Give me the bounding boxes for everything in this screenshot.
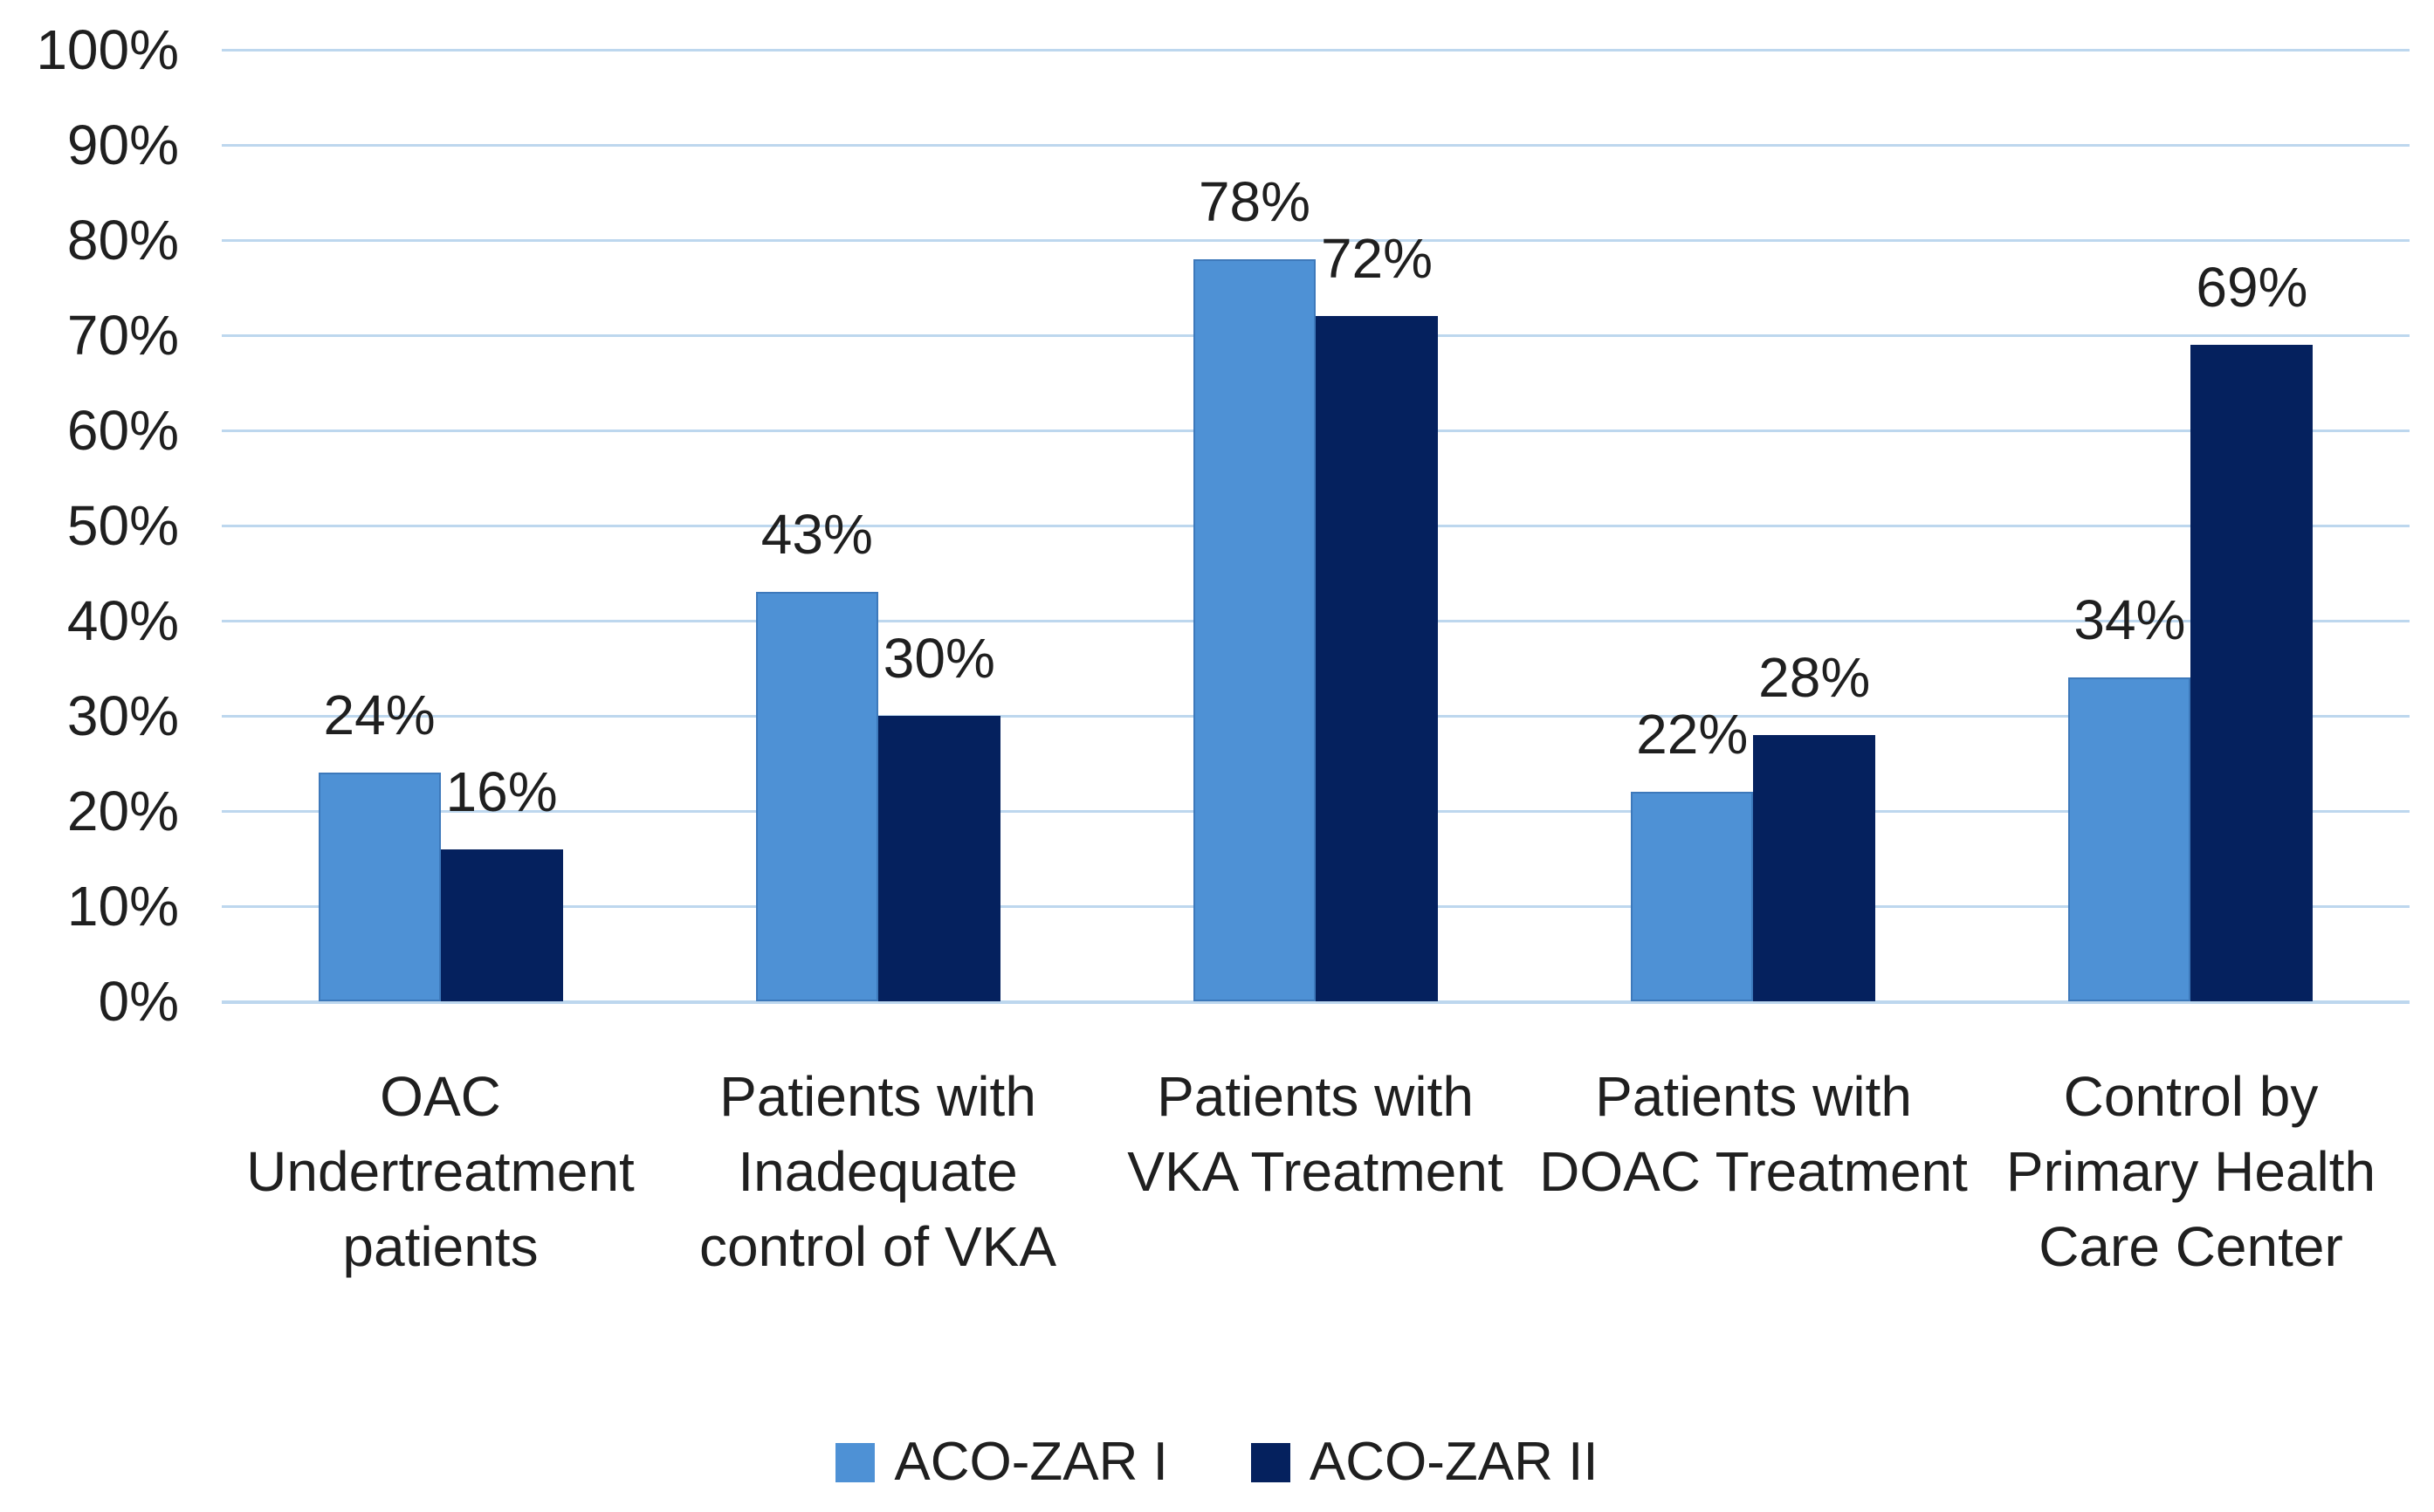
legend-swatch-aco-zar-i bbox=[835, 1442, 876, 1482]
bar-aco-zar-i-cat4 bbox=[2068, 677, 2191, 1001]
bar-aco-zar-i-cat2 bbox=[1193, 258, 1316, 1001]
y-tick-50: 50% bbox=[66, 494, 179, 557]
bar-aco-zar-ii-cat2 bbox=[1316, 316, 1438, 1001]
y-tick-20: 20% bbox=[66, 780, 179, 842]
legend-label-aco-zar-ii: ACO-ZAR II bbox=[1309, 1432, 1599, 1492]
category-label-primary-health-care: Control by Primary Health Care Center bbox=[2005, 1065, 2376, 1278]
x-axis-line bbox=[222, 1000, 2410, 1004]
y-tick-30: 30% bbox=[66, 684, 179, 747]
value-label-aco-zar-ii-cat4: 69% bbox=[2196, 255, 2308, 319]
gridline bbox=[222, 144, 2410, 147]
bar-aco-zar-ii-cat4 bbox=[2190, 344, 2314, 1001]
value-label-aco-zar-i-cat1: 43% bbox=[760, 503, 873, 567]
category-label-inadequate-vka-control: Patients with Inadequate control of VKA bbox=[698, 1065, 1057, 1278]
bar-aco-zar-ii-cat1 bbox=[877, 716, 1000, 1001]
bar-aco-zar-i-cat1 bbox=[755, 592, 878, 1001]
legend-label-aco-zar-i: ACO-ZAR I bbox=[894, 1432, 1168, 1492]
gridline bbox=[222, 49, 2410, 52]
y-tick-60: 60% bbox=[66, 399, 179, 462]
value-label-aco-zar-ii-cat0: 16% bbox=[445, 759, 558, 823]
value-label-aco-zar-ii-cat1: 30% bbox=[883, 627, 995, 690]
y-tick-40: 40% bbox=[66, 589, 179, 652]
value-label-aco-zar-ii-cat2: 72% bbox=[1320, 227, 1434, 291]
legend: ACO-ZAR I ACO-ZAR II bbox=[0, 1432, 2434, 1493]
bar-aco-zar-ii-cat3 bbox=[1753, 734, 1876, 1001]
bar-aco-zar-ii-cat0 bbox=[440, 849, 563, 1001]
legend-swatch-aco-zar-ii bbox=[1250, 1442, 1290, 1482]
legend-item-aco-zar-i: ACO-ZAR I bbox=[835, 1432, 1168, 1493]
category-label-doac-treatment: Patients with DOAC Treatment bbox=[1539, 1065, 1968, 1203]
category-label-vka-treatment: Patients with VKA Treatment bbox=[1127, 1065, 1503, 1203]
bar-aco-zar-i-cat3 bbox=[1631, 792, 1754, 1001]
category-label-oac-undertreatment: OAC Undertreatment patients bbox=[246, 1065, 635, 1278]
bar-aco-zar-i-cat0 bbox=[318, 773, 441, 1001]
value-label-aco-zar-i-cat0: 24% bbox=[323, 684, 436, 747]
y-tick-80: 80% bbox=[66, 209, 179, 271]
legend-item-aco-zar-ii: ACO-ZAR II bbox=[1250, 1432, 1599, 1493]
gridline bbox=[222, 239, 2410, 242]
value-label-aco-zar-ii-cat3: 28% bbox=[1758, 645, 1871, 709]
y-tick-0: 0% bbox=[98, 970, 180, 1033]
y-tick-10: 10% bbox=[66, 875, 179, 938]
y-tick-100: 100% bbox=[36, 18, 179, 81]
value-label-aco-zar-i-cat4: 34% bbox=[2073, 588, 2186, 652]
value-label-aco-zar-i-cat2: 78% bbox=[1198, 169, 1311, 233]
y-tick-90: 90% bbox=[66, 113, 179, 176]
y-tick-70: 70% bbox=[66, 304, 179, 367]
value-label-aco-zar-i-cat3: 22% bbox=[1636, 703, 1749, 766]
